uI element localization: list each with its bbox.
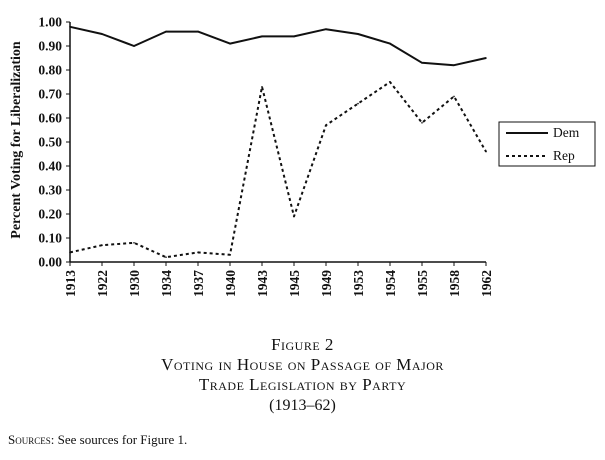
data-point-rep bbox=[133, 242, 135, 244]
y-tick-label: 0.90 bbox=[38, 39, 62, 54]
legend-label-rep: Rep bbox=[553, 148, 575, 163]
y-tick-label: 0.10 bbox=[38, 231, 62, 246]
sources-text: See sources for Figure 1. bbox=[54, 432, 188, 447]
y-tick-label: 0.60 bbox=[38, 111, 62, 126]
x-tick-label: 1940 bbox=[223, 270, 238, 297]
figure-title-line-1: Voting in House on Passage of Major bbox=[161, 355, 444, 374]
x-tick-label: 1943 bbox=[255, 270, 270, 297]
data-point-rep bbox=[389, 81, 391, 83]
data-point-rep bbox=[261, 86, 263, 88]
figure-label: Figure 2 bbox=[271, 335, 334, 354]
data-point-rep bbox=[485, 150, 487, 153]
y-tick-label: 0.00 bbox=[38, 255, 62, 270]
data-point-dem bbox=[325, 28, 327, 31]
series-line-rep bbox=[69, 81, 487, 259]
data-point-dem bbox=[229, 42, 231, 45]
y-tick-label: 0.20 bbox=[38, 207, 62, 222]
data-point-dem bbox=[453, 64, 455, 66]
data-point-rep bbox=[453, 95, 455, 98]
x-tick-label: 1922 bbox=[95, 270, 110, 297]
y-tick-label: 0.40 bbox=[38, 159, 62, 174]
sources-label: Sources: bbox=[8, 432, 55, 447]
sources-note: Sources: See sources for Figure 1. bbox=[8, 432, 187, 448]
series-line-dem bbox=[69, 25, 487, 67]
data-point-dem bbox=[197, 30, 199, 33]
y-tick-label: 1.00 bbox=[38, 15, 62, 30]
legend-box bbox=[498, 121, 596, 167]
y-tick-label: 0.50 bbox=[38, 135, 62, 150]
x-tick-label: 1937 bbox=[191, 270, 206, 297]
x-tick-label: 1930 bbox=[127, 270, 142, 297]
data-point-dem bbox=[485, 57, 487, 59]
y-axis-ticks: 0.00 0.10 0.20 0.30 0.40 0.50 0.60 0.70 0.80 0.90… bbox=[38, 15, 70, 270]
x-axis-ticks: 1913 1922 1930 1934 1937 1940 1943 1945 1949 1953… bbox=[63, 262, 494, 297]
data-point-dem bbox=[421, 62, 423, 64]
y-tick-label: 0.30 bbox=[38, 183, 62, 198]
data-point-dem bbox=[293, 35, 295, 38]
data-point-rep bbox=[421, 122, 423, 124]
x-tick-label: 1954 bbox=[383, 270, 398, 297]
y-axis-title: Percent Voting for Liberalization bbox=[9, 41, 24, 239]
data-point-rep bbox=[357, 102, 359, 105]
data-point-rep bbox=[229, 254, 231, 256]
data-point-dem bbox=[357, 33, 359, 35]
x-tick-label: 1962 bbox=[479, 270, 494, 297]
legend-label-dem: Dem bbox=[553, 125, 580, 140]
x-tick-label: 1945 bbox=[287, 270, 302, 297]
data-point-dem bbox=[389, 42, 391, 45]
axes bbox=[69, 22, 486, 263]
data-point-rep bbox=[325, 124, 327, 126]
y-tick-label: 0.70 bbox=[38, 87, 62, 102]
data-point-dem bbox=[261, 35, 263, 38]
data-point-rep bbox=[293, 215, 295, 218]
x-tick-label: 1949 bbox=[319, 270, 334, 297]
figure-years: (1913–62) bbox=[269, 397, 336, 414]
data-point-rep bbox=[197, 251, 199, 254]
data-point-dem bbox=[133, 45, 135, 47]
data-point-rep bbox=[101, 244, 103, 246]
data-point-dem bbox=[101, 33, 103, 35]
data-point-rep bbox=[165, 256, 167, 259]
x-tick-label: 1934 bbox=[159, 270, 174, 297]
x-tick-label: 1913 bbox=[63, 270, 78, 297]
y-tick-label: 0.80 bbox=[38, 63, 62, 78]
figure-title-line-2: Trade Legislation by Party bbox=[198, 375, 407, 394]
legend: Dem Rep bbox=[498, 121, 596, 167]
series-layer bbox=[69, 25, 487, 259]
x-tick-label: 1955 bbox=[415, 270, 430, 297]
x-tick-label: 1953 bbox=[351, 270, 366, 297]
chart: 0.00 0.10 0.20 0.30 0.40 0.50 0.60 0.70 0.80 0.90… bbox=[9, 15, 596, 297]
data-point-dem bbox=[165, 30, 167, 33]
x-tick-label: 1958 bbox=[447, 270, 462, 297]
